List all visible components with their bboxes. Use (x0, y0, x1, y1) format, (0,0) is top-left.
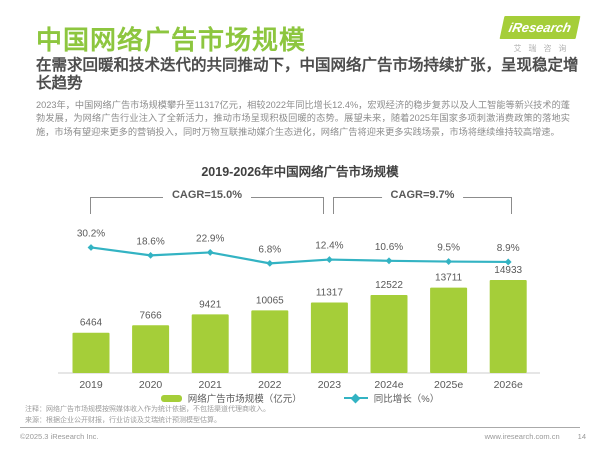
growth-point-2025e[interactable] (445, 258, 452, 265)
growth-point-2021[interactable] (206, 249, 214, 256)
chart-legend: 网络广告市场规模（亿元） 同比增长（%） (0, 391, 600, 405)
legend-item-line: 同比增长（%） (343, 391, 440, 405)
growth-label-2019: 30.2% (77, 228, 105, 239)
cagr-label-right: CAGR=9.7% (381, 189, 464, 201)
x-label-2025e: 2025e (434, 379, 463, 390)
growth-point-2023[interactable] (326, 256, 333, 263)
bar-2019[interactable] (72, 332, 110, 373)
growth-label-2025e: 9.5% (437, 243, 460, 254)
bar-2022[interactable] (251, 310, 289, 373)
bar-value-2020: 7666 (139, 310, 162, 321)
growth-label-2023: 12.4% (315, 241, 343, 252)
growth-label-2022: 6.8% (258, 244, 281, 255)
bar-2024e[interactable] (370, 295, 408, 373)
body-paragraph: 2023年，中国网络广告市场规模攀升至11317亿元，相较2022年同比增长12… (36, 100, 570, 137)
iresearch-logo-cn: 艾瑞咨询 (513, 44, 574, 53)
market-size-chart: 6464 2019 7666 2020 9421 2021 10065 2022 11317 20… (58, 228, 540, 390)
x-label-2026e: 2026e (494, 379, 523, 390)
report-subtitle: 在需求回暖和技术迭代的共同推动下，中国网络广告市场持续扩张，呈现稳定增长趋势 (36, 57, 579, 92)
bar-value-2026e: 14933 (494, 265, 522, 276)
bar-swatch-icon (160, 394, 182, 402)
line-swatch-icon (343, 393, 368, 403)
bar-2026e[interactable] (489, 280, 527, 373)
bar-2023[interactable] (310, 302, 348, 373)
x-label-2020: 2020 (139, 379, 163, 390)
footer-copyright: ©2025.3 iResearch Inc. (20, 432, 99, 441)
legend-label-line: 同比增长（%） (373, 394, 440, 405)
growth-point-2019[interactable] (87, 244, 95, 251)
x-label-2023: 2023 (318, 379, 342, 390)
footer-website[interactable]: www.iresearch.com.cn (484, 432, 560, 441)
bar-value-2025e: 13711 (435, 273, 463, 284)
iresearch-logo-icon: iResearch (499, 16, 581, 39)
growth-label-2026e: 8.9% (497, 243, 520, 254)
growth-label-2021: 22.9% (196, 233, 224, 244)
bar-value-2021: 9421 (199, 299, 222, 310)
legend-item-bar: 网络广告市场规模（亿元） (160, 391, 302, 405)
footer-page-number: 14 (577, 432, 586, 441)
iresearch-logo: iResearch 艾瑞咨询 (499, 16, 581, 54)
footer: ©2025.3 iResearch Inc. www.iresearch.com… (20, 432, 586, 441)
bar-value-2019: 6464 (80, 318, 103, 329)
bar-value-2022: 10065 (256, 295, 284, 306)
bar-2025e[interactable] (430, 287, 468, 373)
page-title: 中国网络广告市场规模 (36, 25, 307, 55)
cagr-bracket-2023-2026: CAGR=9.7% (333, 189, 512, 214)
bar-value-2024e: 12522 (375, 280, 403, 291)
bar-2020[interactable] (132, 325, 170, 373)
bar-value-2023: 11317 (316, 288, 344, 299)
x-label-2022: 2022 (258, 379, 282, 390)
growth-line (90, 246, 509, 265)
bar-2021[interactable] (191, 314, 229, 373)
x-label-2021: 2021 (199, 379, 223, 390)
x-label-2019: 2019 (79, 379, 103, 390)
legend-label-bar: 网络广告市场规模（亿元） (187, 394, 302, 405)
x-label-2024e: 2024e (374, 379, 403, 390)
growth-label-2020: 18.6% (136, 236, 164, 247)
growth-point-2024e[interactable] (385, 257, 393, 265)
growth-point-2020[interactable] (147, 251, 154, 259)
cagr-label-left: CAGR=15.0% (162, 189, 252, 201)
growth-point-2022[interactable] (266, 259, 274, 267)
cagr-bracket-2019-2023: CAGR=15.0% (90, 189, 324, 214)
chart-title: 2019-2026年中国网络广告市场规模 (201, 165, 399, 179)
note-source: 来源：根据企业公开财报，行业访谈及艾瑞统计预测模型估算。 (25, 416, 221, 424)
growth-label-2024e: 10.6% (375, 242, 403, 253)
note-definition: 注释：网络广告市场规模按照媒体收入作为统计依据，不包括渠道代理商收入。 (25, 406, 270, 413)
footer-divider (20, 427, 580, 428)
chart-notes: 注释：网络广告市场规模按照媒体收入作为统计依据，不包括渠道代理商收入。 来源：根… (25, 405, 575, 427)
